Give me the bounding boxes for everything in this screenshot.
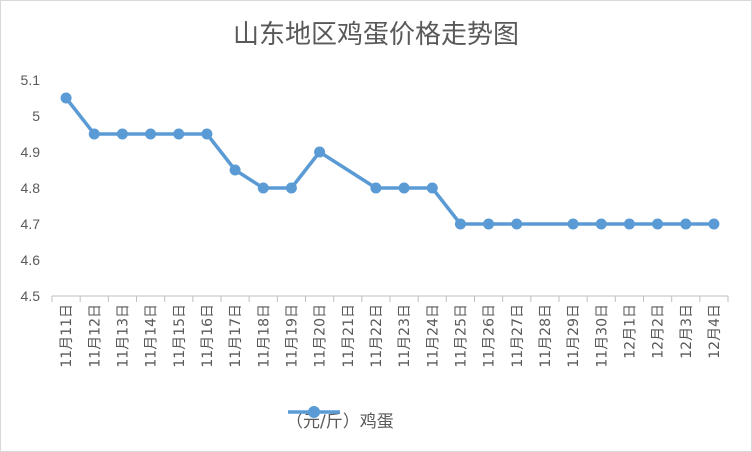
x-tick-label: 11月15日 — [172, 304, 188, 368]
data-point — [652, 218, 664, 230]
data-point — [483, 218, 495, 230]
data-point — [88, 128, 100, 140]
x-tick-label: 11月25日 — [453, 304, 469, 368]
data-point — [145, 128, 157, 140]
x-tick-label: 11月14日 — [144, 304, 160, 368]
x-tick-label: 12月1日 — [622, 304, 638, 359]
x-tick-label: 11月12日 — [87, 304, 103, 368]
x-tick-label: 11月16日 — [200, 304, 216, 368]
data-point — [623, 218, 635, 230]
x-tick-label: 11月21日 — [341, 304, 357, 368]
data-point — [229, 164, 241, 176]
data-point — [60, 92, 72, 104]
data-point — [454, 218, 466, 230]
x-tick-label: 11月13日 — [115, 304, 131, 368]
y-axis-ticks: 4.5 4.6 4.7 4.8 4.9 5 5.1 — [21, 72, 41, 304]
data-point — [257, 182, 269, 194]
x-tick-label: 11月20日 — [313, 304, 329, 368]
x-axis: 11月11日 11月12日 11月13日 11月14日 11月15日 11月16日 11月1… — [51, 295, 729, 368]
data-point — [595, 218, 607, 230]
series-line-group — [60, 92, 720, 230]
x-tick-label: 11月19日 — [284, 304, 300, 368]
x-tick-label: 12月2日 — [651, 304, 667, 359]
data-point — [285, 182, 297, 194]
x-tick-label: 11月11日 — [59, 304, 75, 368]
y-tick-label: 4.5 — [21, 288, 41, 304]
data-point — [398, 182, 410, 194]
x-tick-label: 11月18日 — [256, 304, 272, 368]
y-tick-label: 5 — [32, 108, 40, 124]
x-tick-label: 11月29日 — [566, 304, 582, 368]
series-line-segment — [205, 132, 237, 172]
x-tick-label: 12月3日 — [679, 304, 695, 359]
data-point — [426, 182, 438, 194]
series-line-segment — [289, 150, 322, 190]
x-tick-label: 11月23日 — [397, 304, 413, 368]
series-line-segment — [317, 150, 378, 190]
legend-marker-icon — [288, 406, 340, 418]
data-point — [370, 182, 382, 194]
data-point — [314, 146, 326, 158]
data-point — [567, 218, 579, 230]
data-point — [116, 128, 128, 140]
data-point — [511, 218, 523, 230]
x-tick-label: 11月27日 — [510, 304, 526, 368]
y-tick-label: 4.7 — [21, 216, 41, 232]
series-line-segment — [233, 168, 265, 190]
x-tick-label: 11月30日 — [594, 304, 610, 368]
x-tick-label: 11月28日 — [538, 304, 554, 368]
chart-title: 山东地区鸡蛋价格走势图 — [232, 20, 519, 50]
series-line-segment — [430, 186, 463, 226]
data-point — [173, 128, 185, 140]
x-tick-label: 11月17日 — [228, 304, 244, 368]
legend: （元/斤）鸡蛋 — [286, 404, 394, 434]
y-tick-label: 4.9 — [21, 144, 41, 160]
x-tick-label: 11月24日 — [425, 304, 441, 368]
x-tick-label: 12月4日 — [707, 304, 723, 359]
data-point — [201, 128, 213, 140]
x-tick-label: 11月26日 — [482, 304, 498, 368]
data-point — [708, 218, 720, 230]
series-line-segment — [64, 96, 96, 136]
y-tick-label: 4.8 — [21, 180, 41, 196]
y-tick-label: 5.1 — [21, 72, 41, 88]
x-tick-label: 11月22日 — [369, 304, 385, 368]
data-point — [680, 218, 692, 230]
y-tick-label: 4.6 — [21, 252, 41, 268]
